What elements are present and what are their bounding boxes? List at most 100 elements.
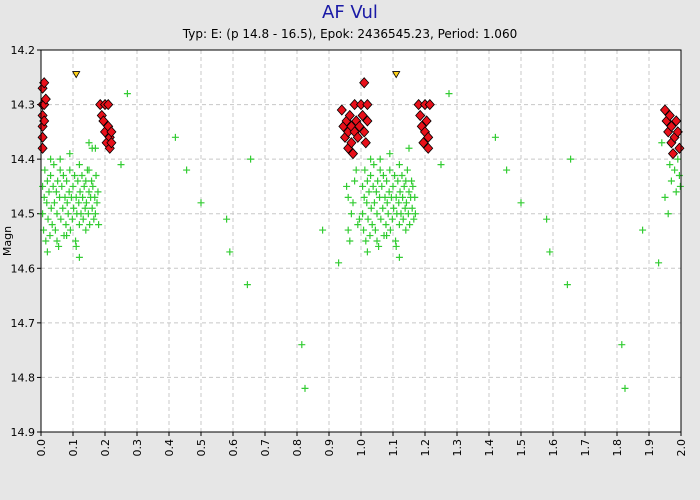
green-plus-point bbox=[388, 215, 396, 223]
green-plus-point bbox=[51, 226, 59, 234]
green-plus-point bbox=[75, 161, 83, 169]
green-plus-point bbox=[392, 242, 400, 250]
green-plus-point bbox=[44, 215, 52, 223]
red-diamond-point bbox=[423, 142, 434, 154]
green-plus-point bbox=[50, 161, 58, 169]
green-plus-point bbox=[664, 210, 672, 218]
green-plus-point bbox=[84, 210, 92, 218]
green-plus-point bbox=[58, 182, 66, 190]
x-tick-label: 0.2 bbox=[99, 439, 112, 457]
green-plus-point bbox=[71, 172, 79, 180]
upper-limit-marker bbox=[392, 71, 401, 79]
green-plus-point bbox=[76, 188, 84, 196]
red-diamond-point bbox=[37, 142, 48, 154]
green-plus-point bbox=[567, 155, 575, 163]
green-plus-point bbox=[445, 90, 453, 98]
green-plus-point bbox=[391, 172, 399, 180]
green-plus-point bbox=[371, 226, 379, 234]
green-plus-point bbox=[377, 215, 385, 223]
green-plus-point bbox=[79, 193, 87, 201]
green-plus-point bbox=[376, 166, 384, 174]
green-plus-point bbox=[676, 182, 684, 190]
red-diamond-point bbox=[671, 115, 682, 127]
green-plus-point bbox=[383, 199, 391, 207]
green-plus-point bbox=[59, 204, 67, 212]
green-plus-point bbox=[399, 215, 407, 223]
green-plus-point bbox=[47, 155, 55, 163]
green-plus-point bbox=[667, 177, 675, 185]
green-plus-point bbox=[88, 204, 96, 212]
green-plus-point bbox=[397, 210, 405, 218]
green-plus-point bbox=[47, 204, 55, 212]
green-plus-point bbox=[49, 182, 57, 190]
green-plus-point bbox=[53, 210, 61, 218]
green-plus-point bbox=[408, 177, 416, 185]
green-plus-point bbox=[386, 166, 394, 174]
green-plus-point bbox=[43, 248, 51, 256]
x-tick-label: 1.0 bbox=[355, 439, 368, 457]
green-plus-point bbox=[349, 199, 357, 207]
green-plus-point bbox=[79, 215, 87, 223]
green-plus-point bbox=[63, 232, 71, 240]
green-plus-point bbox=[43, 199, 51, 207]
green-plus-point bbox=[363, 248, 371, 256]
green-plus-point bbox=[171, 133, 179, 141]
green-plus-point bbox=[66, 150, 74, 158]
green-plus-point bbox=[335, 259, 343, 267]
green-plus-point bbox=[53, 237, 61, 245]
green-plus-point bbox=[61, 193, 69, 201]
x-tick-label: 2.0 bbox=[675, 439, 688, 457]
y-tick-label: 14.2 bbox=[11, 44, 36, 57]
green-plus-point bbox=[88, 177, 96, 185]
x-tick-label: 1.4 bbox=[483, 439, 496, 457]
green-plus-point bbox=[392, 237, 400, 245]
green-plus-point bbox=[379, 204, 387, 212]
green-plus-point bbox=[437, 161, 445, 169]
green-plus-point bbox=[381, 193, 389, 201]
x-tick-label: 1.1 bbox=[387, 439, 400, 457]
x-tick-label: 0.1 bbox=[67, 439, 80, 457]
green-plus-point bbox=[88, 144, 96, 152]
red-diamond-point bbox=[360, 137, 371, 149]
x-tick-label: 1.8 bbox=[611, 439, 624, 457]
y-tick-label: 14.7 bbox=[11, 317, 36, 330]
x-tick-label: 0.7 bbox=[259, 439, 272, 457]
green-plus-point bbox=[82, 226, 90, 234]
green-plus-point bbox=[655, 259, 663, 267]
green-plus-point bbox=[404, 210, 412, 218]
green-plus-point bbox=[75, 199, 83, 207]
green-plus-point bbox=[64, 210, 72, 218]
green-plus-point bbox=[243, 281, 251, 289]
green-plus-point bbox=[674, 155, 682, 163]
green-plus-point bbox=[346, 237, 354, 245]
green-plus-point bbox=[354, 221, 362, 229]
x-tick-label: 0.8 bbox=[291, 439, 304, 457]
y-tick-label: 14.6 bbox=[11, 262, 36, 275]
green-plus-point bbox=[543, 215, 551, 223]
red-diamond-point bbox=[666, 120, 677, 132]
green-plus-point bbox=[48, 221, 56, 229]
red-diamond-point bbox=[106, 137, 117, 149]
green-plus-point bbox=[90, 215, 98, 223]
green-plus-point bbox=[376, 155, 384, 163]
green-plus-point bbox=[183, 166, 191, 174]
green-plus-point bbox=[55, 242, 63, 250]
green-plus-point bbox=[359, 210, 367, 218]
green-plus-point bbox=[410, 215, 418, 223]
green-plus-point bbox=[411, 210, 419, 218]
green-plus-point bbox=[117, 161, 125, 169]
green-plus-point bbox=[372, 188, 380, 196]
green-plus-point bbox=[75, 221, 83, 229]
green-plus-point bbox=[52, 188, 60, 196]
green-plus-point bbox=[364, 215, 372, 223]
green-plus-point bbox=[54, 177, 62, 185]
green-plus-point bbox=[92, 172, 100, 180]
x-tick-label: 0.5 bbox=[195, 439, 208, 457]
green-plus-point bbox=[72, 242, 80, 250]
green-plus-point bbox=[367, 172, 375, 180]
green-plus-point bbox=[197, 199, 205, 207]
green-plus-point bbox=[70, 204, 78, 212]
green-plus-point bbox=[69, 182, 77, 190]
y-tick-label: 14.5 bbox=[11, 208, 36, 221]
